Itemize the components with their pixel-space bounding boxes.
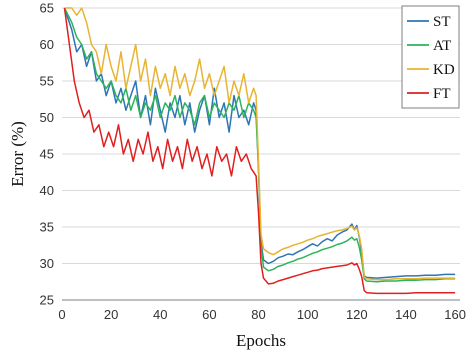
x-tick-label: 60 (202, 307, 216, 322)
x-tick-label: 0 (58, 307, 65, 322)
grid (62, 7, 460, 301)
legend-label: ST (433, 14, 451, 30)
y-tick-label: 50 (40, 110, 54, 125)
y-tick-label: 25 (40, 293, 54, 308)
tick-labels: 25 30 35 40 45 50 55 60 65 0 20 40 60 80 100 120 140 160 (40, 1, 466, 323)
x-tick-label: 160 (444, 307, 466, 322)
x-tick-label: 120 (346, 307, 368, 322)
series-line-ft (63, 7, 456, 295)
y-tick-label: 60 (40, 37, 54, 52)
x-tick-label: 80 (251, 307, 265, 322)
series-line-at (63, 7, 456, 283)
series-line-kd (64, 7, 456, 281)
series-lines (63, 7, 456, 295)
x-tick-label: 20 (104, 307, 118, 322)
y-tick-label: 40 (40, 183, 54, 198)
y-axis-label: Error (%) (8, 121, 27, 187)
y-tick-label: 65 (40, 1, 54, 16)
y-tick-label: 30 (40, 256, 54, 271)
legend-box (401, 5, 460, 109)
y-tick-label: 35 (40, 220, 54, 235)
legend-label: FT (433, 86, 451, 102)
x-tick-label: 40 (153, 307, 167, 322)
x-tick-label: 140 (395, 307, 417, 322)
x-axis-label: Epochs (236, 331, 286, 350)
y-tick-label: 45 (40, 147, 54, 162)
y-tick-label: 55 (40, 74, 54, 89)
legend-label: KD (433, 62, 455, 78)
legend-label: AT (433, 38, 451, 54)
x-tick-label: 100 (297, 307, 319, 322)
legend: ST AT KD FT (401, 5, 460, 109)
